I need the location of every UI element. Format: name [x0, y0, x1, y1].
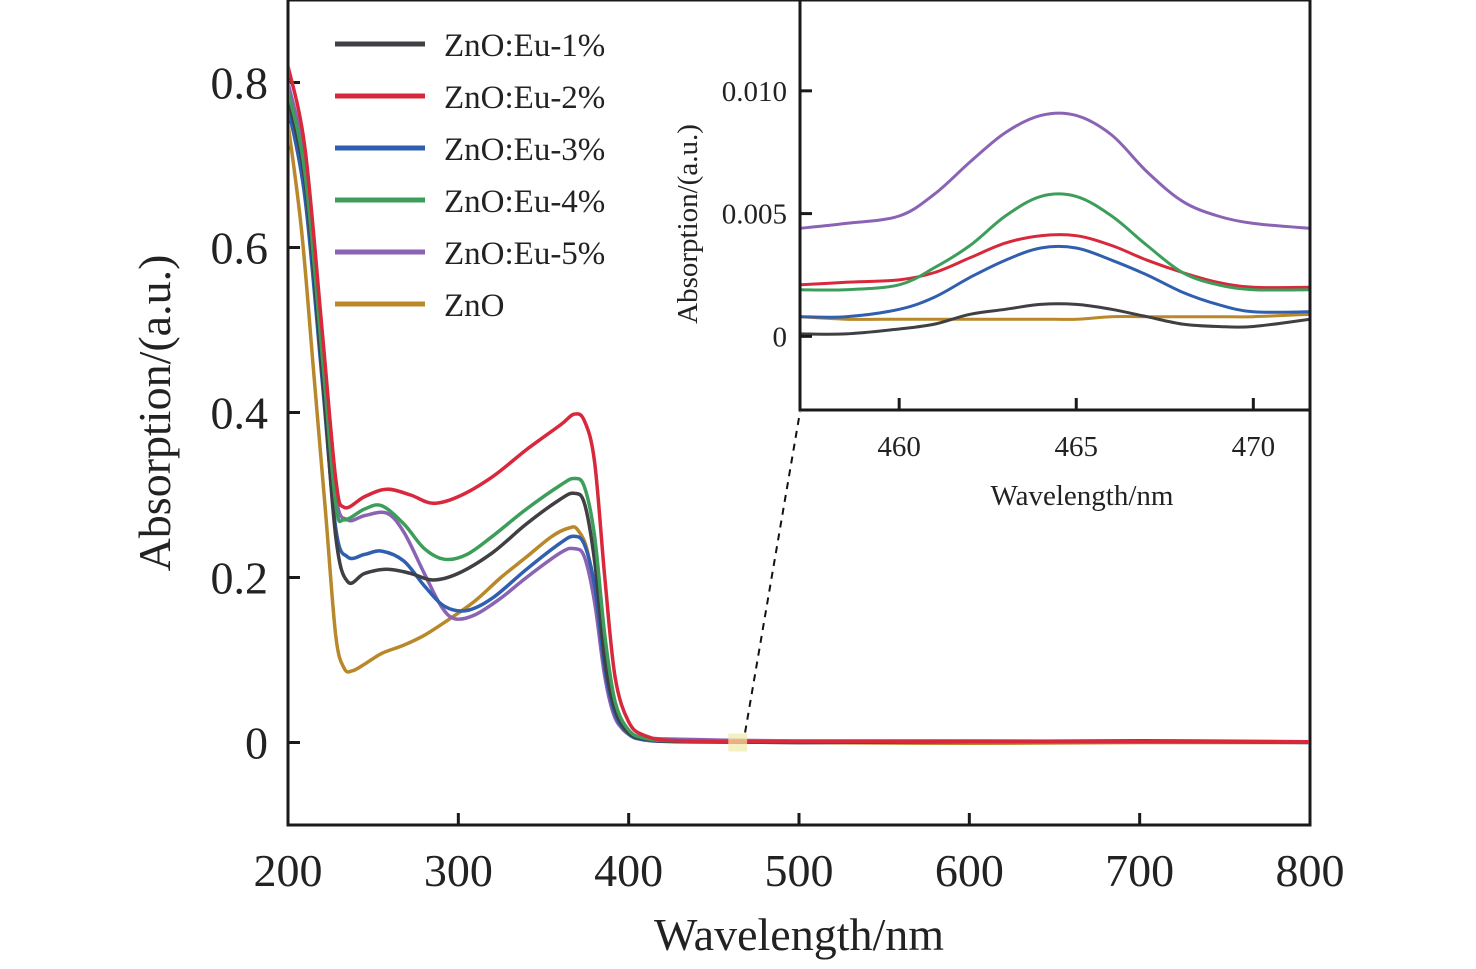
inset-series-line-zno-eu-2	[801, 233, 1309, 290]
zoom-connector-line	[744, 411, 801, 733]
main-y-tick-label: 0.4	[211, 388, 269, 439]
inset-y-axis: 0 0.005 0.010	[722, 76, 812, 353]
inset-background	[800, 0, 1310, 410]
main-x-tick-label: 400	[594, 845, 663, 896]
legend-label-zno-eu-2: ZnO:Eu-2%	[444, 80, 605, 116]
inset-series-line-zno-eu-1	[801, 302, 1309, 336]
legend-label-zno-eu-1: ZnO:Eu-1%	[444, 28, 605, 64]
inset-y-axis-title: Absorption/(a.u.)	[672, 124, 704, 324]
main-x-tick-label: 300	[424, 845, 493, 896]
inset-series-group	[801, 111, 1309, 336]
main-series-line-zno-eu-2	[289, 65, 1309, 744]
inset-series-line-zno	[801, 312, 1309, 321]
main-x-tick-label: 600	[935, 845, 1004, 896]
inset-y-tick-label: 0.005	[722, 199, 787, 231]
inset-x-axis: 460 465 470	[877, 398, 1275, 463]
main-y-tick-label: 0.2	[211, 553, 269, 604]
main-x-tick-label: 500	[765, 845, 834, 896]
legend-label-zno-eu-3: ZnO:Eu-3%	[444, 132, 605, 168]
main-y-tick-label: 0	[245, 718, 268, 769]
inset-series-line-zno-eu-4	[801, 192, 1309, 292]
legend-label-zno: ZnO	[444, 288, 505, 324]
inset-series-line-zno-eu-5	[801, 111, 1309, 230]
inset-x-tick-label: 465	[1055, 431, 1099, 463]
legend-label-zno-eu-4: ZnO:Eu-4%	[444, 184, 605, 220]
main-series-group	[289, 65, 1309, 746]
main-y-axis-title: Absorption/(a.u.)	[129, 255, 180, 572]
inset-x-tick-label: 460	[877, 431, 921, 463]
main-y-axis: 0 0.2 0.4 0.6 0.8	[211, 58, 300, 769]
main-y-tick-label: 0.8	[211, 58, 269, 109]
inset-y-tick-label: 0.010	[722, 76, 787, 108]
main-y-tick-label: 0.6	[211, 223, 269, 274]
legend: ZnO:Eu-1% ZnO:Eu-2% ZnO:Eu-3% ZnO:Eu-4% ZnO:…	[335, 28, 605, 324]
main-x-tick-label: 700	[1105, 845, 1174, 896]
main-x-axis-title: Wavelength/nm	[654, 909, 944, 960]
zoom-region-marker	[728, 733, 748, 752]
inset-y-tick-label: 0	[773, 321, 788, 353]
main-x-tick-label: 200	[254, 845, 323, 896]
inset-plot-frame	[798, 0, 1312, 412]
inset-x-axis-title: Wavelength/nm	[991, 480, 1174, 512]
main-x-axis: 200 300 400 500 600 700 800	[254, 813, 1345, 896]
main-x-tick-label: 800	[1276, 845, 1345, 896]
inset-x-tick-label: 470	[1232, 431, 1276, 463]
legend-label-zno-eu-5: ZnO:Eu-5%	[444, 236, 605, 272]
inset-series-line-zno-eu-3	[801, 244, 1309, 319]
